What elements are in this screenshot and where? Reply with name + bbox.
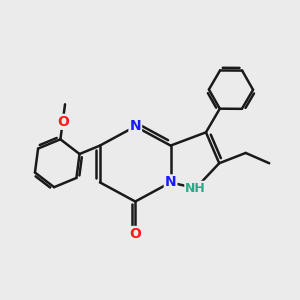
Text: O: O: [57, 115, 69, 129]
Text: O: O: [129, 227, 141, 241]
Text: N: N: [130, 119, 141, 134]
Text: N: N: [165, 176, 176, 189]
Text: NH: NH: [185, 182, 206, 195]
